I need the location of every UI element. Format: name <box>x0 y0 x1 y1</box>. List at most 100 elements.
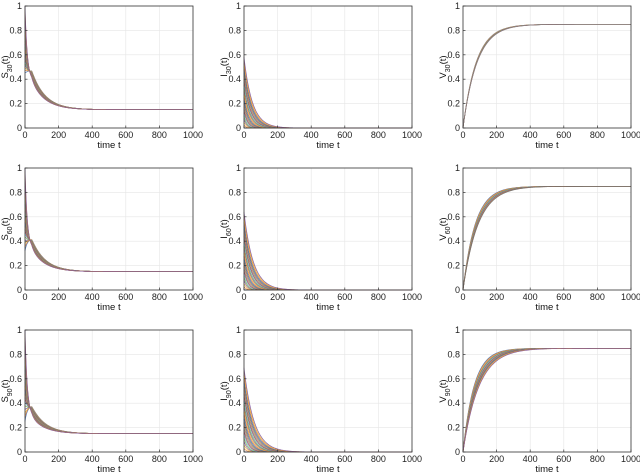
x-tick-label: 600 <box>556 454 571 464</box>
y-tick-label: 1 <box>455 325 460 335</box>
axes-frame <box>243 5 413 129</box>
x-tick-label: 0 <box>460 292 465 302</box>
series-line <box>462 185 631 291</box>
plot-area <box>463 168 631 290</box>
x-tick-label: 600 <box>337 454 352 464</box>
y-tick-label: 0.4 <box>447 74 460 84</box>
y-tick-label: 0.6 <box>228 50 241 60</box>
x-tick-label: 200 <box>51 130 66 140</box>
y-tick-label: 0.4 <box>228 236 241 246</box>
x-axis-label: time t <box>535 464 559 475</box>
x-tick-label: 200 <box>270 454 285 464</box>
x-tick-label: 600 <box>337 130 352 140</box>
axes-frame <box>24 5 194 129</box>
y-tick-label: 0.6 <box>447 212 460 222</box>
y-tick-label: 0.4 <box>228 74 241 84</box>
y-tick-label: 0.8 <box>9 349 22 359</box>
y-tick-label: 1 <box>455 163 460 173</box>
chart-panel-i60: 0 200 400 600 800 1000 0 0.2 0.4 0.6 0.8 1 time t I60… <box>219 163 422 313</box>
y-axis-label: S60(t) <box>0 217 14 240</box>
plot-area <box>244 6 412 128</box>
y-tick-label: 1 <box>455 1 460 11</box>
y-tick-label: 0 <box>236 123 241 133</box>
x-tick-label: 200 <box>270 292 285 302</box>
x-tick-label: 1000 <box>621 130 640 140</box>
x-tick-label: 400 <box>523 130 538 140</box>
y-axis-label: V30(t) <box>438 55 452 78</box>
y-tick-label: 0.8 <box>228 25 241 35</box>
plot-area <box>25 168 193 290</box>
y-axis-label: S30(t) <box>0 55 14 78</box>
x-tick-label: 800 <box>152 130 167 140</box>
y-tick-label: 1 <box>17 163 22 173</box>
x-tick-label: 600 <box>337 292 352 302</box>
y-tick-label: 0 <box>17 447 22 457</box>
y-axis-label: I30(t) <box>219 57 233 76</box>
x-tick-label: 600 <box>118 130 133 140</box>
y-tick-label: 0.8 <box>447 25 460 35</box>
y-tick-label: 1 <box>236 1 241 11</box>
chart-panel-v60: 0 200 400 600 800 1000 0 0.2 0.4 0.6 0.8 1 time t V60… <box>438 163 640 313</box>
axes-frame <box>24 167 194 291</box>
y-tick-label: 0.6 <box>447 50 460 60</box>
y-tick-label: 0.8 <box>228 187 241 197</box>
x-tick-label: 800 <box>371 292 386 302</box>
y-tick-label: 0.4 <box>9 398 22 408</box>
x-tick-label: 1000 <box>402 292 422 302</box>
x-axis-label: time t <box>316 140 340 151</box>
y-tick-label: 0.2 <box>228 423 241 433</box>
x-tick-label: 1000 <box>621 292 640 302</box>
y-tick-label: 0 <box>455 447 460 457</box>
x-tick-label: 1000 <box>183 292 203 302</box>
x-tick-label: 800 <box>590 454 605 464</box>
y-tick-label: 0.8 <box>9 25 22 35</box>
axes-frame <box>462 167 632 291</box>
y-tick-label: 1 <box>17 325 22 335</box>
axes-frame <box>243 167 413 291</box>
chart-panel-s30: 0 200 400 600 800 1000 0 0.2 0.4 0.6 0.8 1 time t S30… <box>0 1 203 151</box>
y-tick-label: 0 <box>17 123 22 133</box>
x-tick-label: 800 <box>590 130 605 140</box>
plot-area <box>25 6 193 128</box>
x-tick-label: 400 <box>85 292 100 302</box>
y-tick-label: 0.2 <box>447 99 460 109</box>
x-tick-label: 200 <box>51 454 66 464</box>
x-tick-label: 800 <box>152 292 167 302</box>
axes-frame <box>462 329 632 453</box>
chart-panel-v90: 0 200 400 600 800 1000 0 0.2 0.4 0.6 0.8 1 time t V90… <box>438 325 640 475</box>
x-tick-label: 600 <box>556 292 571 302</box>
x-tick-label: 1000 <box>402 130 422 140</box>
axes-frame <box>243 329 413 453</box>
x-tick-label: 0 <box>241 130 246 140</box>
y-tick-label: 0.2 <box>9 99 22 109</box>
y-tick-label: 0.8 <box>447 349 460 359</box>
x-axis-label: time t <box>97 464 121 475</box>
x-tick-label: 0 <box>22 454 27 464</box>
y-tick-label: 0.4 <box>447 236 460 246</box>
x-tick-label: 600 <box>556 130 571 140</box>
x-tick-label: 0 <box>241 292 246 302</box>
y-tick-label: 0.8 <box>447 187 460 197</box>
x-axis-label: time t <box>535 140 559 151</box>
chart-panel-i90: 0 200 400 600 800 1000 0 0.2 0.4 0.6 0.8 1 time t I90… <box>219 325 422 475</box>
x-tick-label: 200 <box>270 130 285 140</box>
plot-area <box>244 168 412 290</box>
series-line <box>24 5 193 111</box>
y-tick-label: 0 <box>236 447 241 457</box>
y-tick-label: 0.2 <box>447 423 460 433</box>
axes-frame <box>24 329 194 453</box>
x-tick-label: 800 <box>152 454 167 464</box>
y-tick-label: 0.4 <box>9 74 22 84</box>
y-tick-label: 0.6 <box>447 374 460 384</box>
x-tick-label: 800 <box>371 130 386 140</box>
series-line <box>24 329 193 435</box>
x-tick-label: 0 <box>22 292 27 302</box>
series-line <box>462 347 631 453</box>
x-tick-label: 400 <box>523 292 538 302</box>
plot-area <box>463 6 631 128</box>
x-tick-label: 800 <box>371 454 386 464</box>
x-tick-label: 200 <box>489 454 504 464</box>
y-axis-label: V90(t) <box>438 379 452 402</box>
y-tick-label: 0.6 <box>9 212 22 222</box>
